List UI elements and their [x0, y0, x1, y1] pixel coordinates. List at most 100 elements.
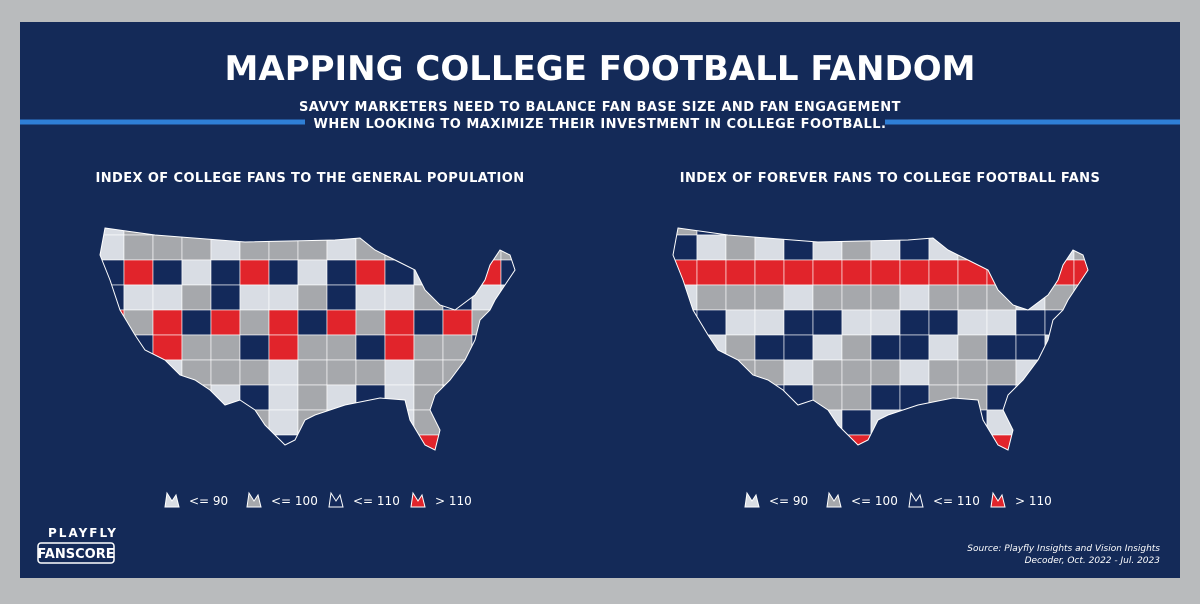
state: [355, 334, 386, 361]
state: [268, 384, 299, 411]
state: [326, 334, 357, 361]
state: [268, 309, 299, 336]
subtitle: SAVVY MARKETERS NEED TO BALANCE FAN BASE…: [299, 100, 901, 115]
state: [899, 309, 930, 336]
state: [783, 334, 814, 361]
state: [297, 259, 328, 286]
legend-icon: [164, 491, 180, 508]
state: [268, 359, 299, 386]
legend-icon: [410, 491, 426, 508]
state: [725, 234, 756, 261]
map-title: INDEX OF COLLEGE FANS TO THE GENERAL POP…: [96, 171, 525, 186]
state: [812, 259, 843, 286]
state: [239, 309, 270, 336]
state: [957, 284, 988, 311]
state: [696, 284, 727, 311]
state: [783, 359, 814, 386]
state: [986, 359, 1017, 386]
state: [986, 309, 1017, 336]
legend-label: <= 100: [271, 494, 318, 508]
state: [239, 359, 270, 386]
logo: PLAYFLY FANSCORE: [37, 526, 118, 564]
state: [123, 259, 154, 286]
state: [152, 309, 183, 336]
state: [355, 284, 386, 311]
state: [725, 284, 756, 311]
state: [928, 309, 959, 336]
state: [870, 334, 901, 361]
state: [384, 334, 415, 361]
state: [899, 259, 930, 286]
state: [210, 259, 241, 286]
legend-icon: [908, 491, 924, 508]
state: [326, 359, 357, 386]
state: [957, 359, 988, 386]
state: [152, 259, 183, 286]
state: [355, 259, 386, 286]
state: [384, 359, 415, 386]
state: [783, 309, 814, 336]
state: [297, 359, 328, 386]
state: [268, 259, 299, 286]
state: [725, 309, 756, 336]
state: [355, 359, 386, 386]
state: [783, 259, 814, 286]
state: [899, 359, 930, 386]
legend-icon: [826, 491, 842, 508]
state: [696, 259, 727, 286]
logo-product: FANSCORE: [37, 547, 114, 562]
state: [957, 309, 988, 336]
state: [123, 284, 154, 311]
state: [899, 334, 930, 361]
state: [986, 334, 1017, 361]
state: [841, 359, 872, 386]
state: [754, 309, 785, 336]
state: [152, 284, 183, 311]
legend-label: <= 90: [769, 494, 808, 508]
state: [870, 284, 901, 311]
legend-label: <= 100: [851, 494, 898, 508]
state: [754, 259, 785, 286]
state: [812, 284, 843, 311]
source: Source: Playfly Insights and Vision Insi…: [967, 544, 1160, 554]
state: [210, 359, 241, 386]
state: [297, 309, 328, 336]
state: [725, 259, 756, 286]
state: [812, 334, 843, 361]
state: [870, 384, 901, 411]
state: [783, 284, 814, 311]
state: [928, 359, 959, 386]
legend-icon: [744, 491, 760, 508]
state: [384, 309, 415, 336]
state: [210, 284, 241, 311]
state: [239, 284, 270, 311]
state: [841, 384, 872, 411]
state: [899, 284, 930, 311]
state: [355, 309, 386, 336]
state: [181, 334, 212, 361]
state: [297, 384, 328, 411]
legend-label: <= 110: [933, 494, 980, 508]
state: [841, 259, 872, 286]
source: Decoder, Oct. 2022 - Jul. 2023: [1025, 556, 1161, 566]
state: [413, 334, 444, 361]
state: [928, 334, 959, 361]
state: [812, 309, 843, 336]
state: [181, 309, 212, 336]
state: [957, 334, 988, 361]
state: [725, 334, 756, 361]
map-title: INDEX OF FOREVER FANS TO COLLEGE FOOTBAL…: [680, 171, 1100, 186]
state: [239, 334, 270, 361]
state: [870, 359, 901, 386]
state: [152, 234, 183, 261]
state: [841, 334, 872, 361]
state: [1015, 309, 1046, 336]
state: [928, 259, 959, 286]
state: [123, 234, 154, 261]
state: [442, 309, 473, 336]
state: [326, 284, 357, 311]
state: [673, 234, 698, 261]
logo-brand: PLAYFLY: [48, 526, 118, 540]
subtitle: WHEN LOOKING TO MAXIMIZE THEIR INVESTMEN…: [314, 117, 887, 132]
state: [210, 309, 241, 336]
